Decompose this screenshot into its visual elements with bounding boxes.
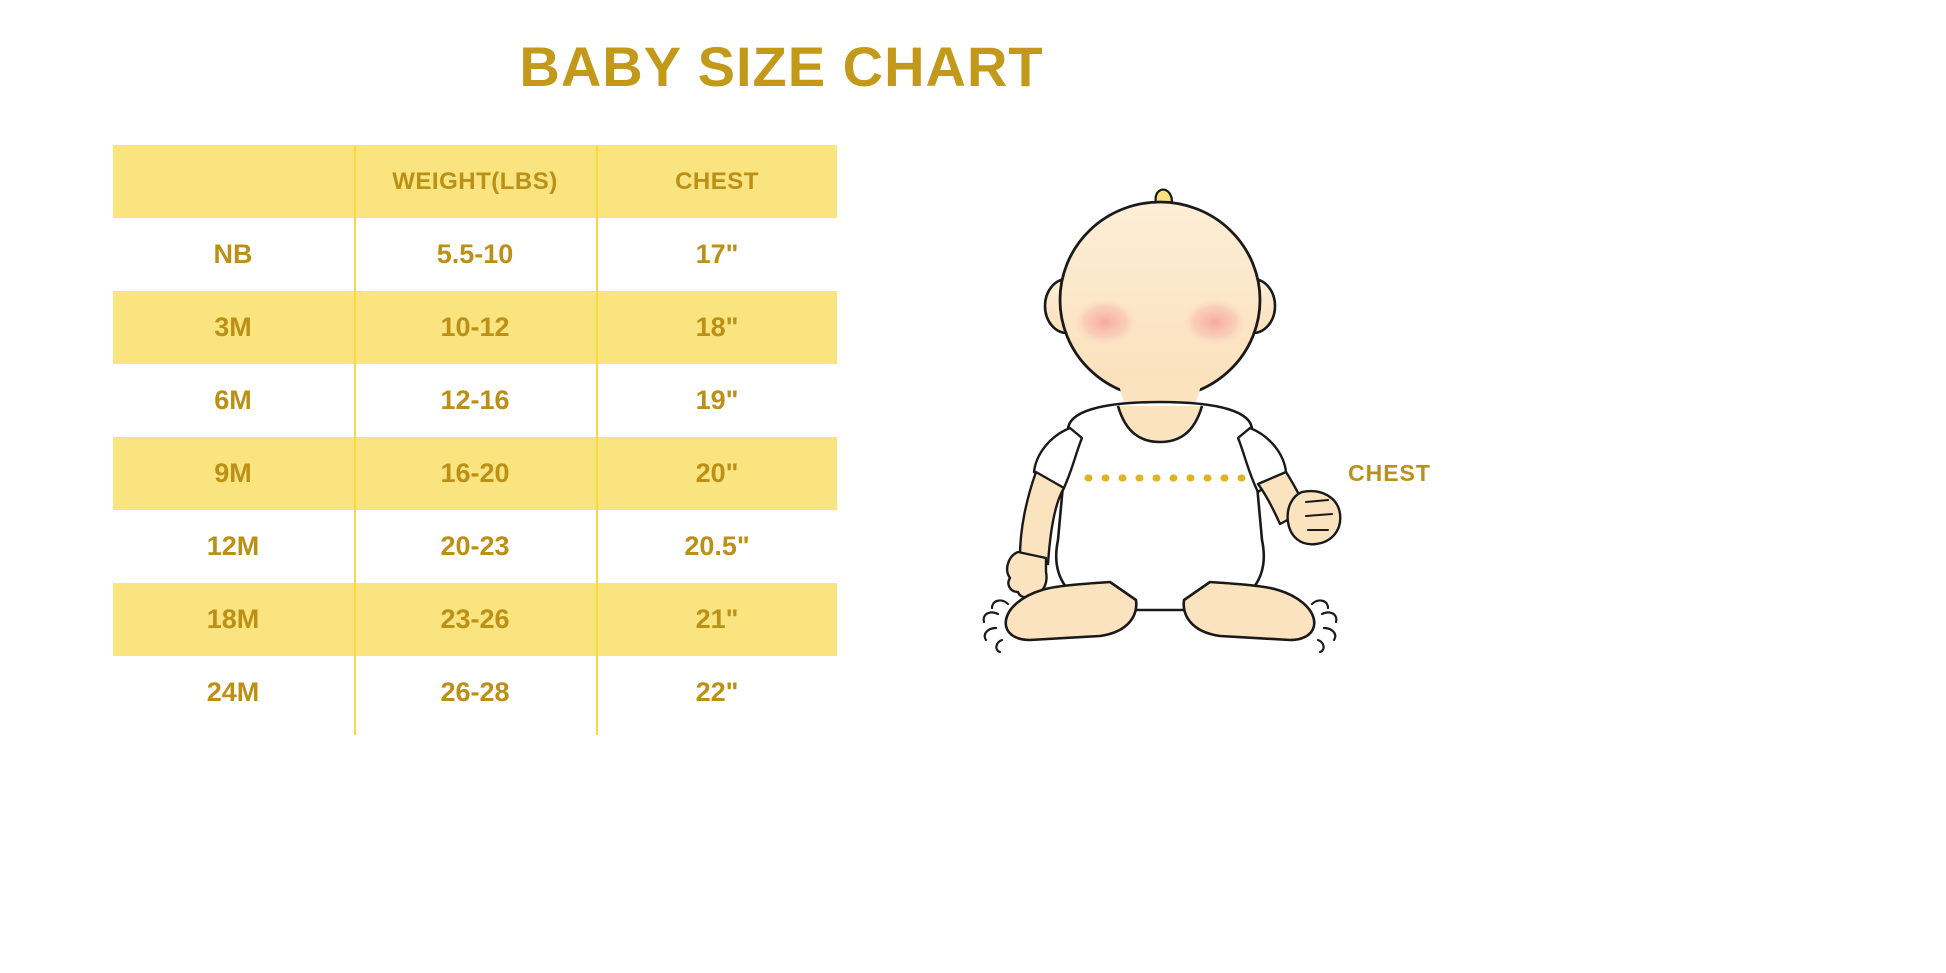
column-header-weight: WEIGHT(LBS): [353, 145, 597, 218]
right-foot-toes: [1310, 599, 1338, 654]
cell-size: 24M: [113, 656, 353, 729]
size-table: WEIGHT(LBS) CHEST NB 5.5-10 17" 3M 10-12…: [113, 145, 837, 729]
table-row: 6M 12-16 19": [113, 364, 837, 437]
right-cheek-blush: [1182, 298, 1248, 346]
table-row: 24M 26-28 22": [113, 656, 837, 729]
right-hand: [1286, 489, 1342, 546]
column-divider-2: [596, 145, 598, 735]
cell-weight: 12-16: [353, 364, 597, 437]
cell-weight: 16-20: [353, 437, 597, 510]
right-hand-fingers: [1305, 499, 1333, 531]
table-row: 9M 16-20 20": [113, 437, 837, 510]
cell-chest: 17": [597, 218, 837, 291]
cell-chest: 19": [597, 364, 837, 437]
cell-weight: 23-26: [353, 583, 597, 656]
cell-size: 9M: [113, 437, 353, 510]
table-row: 12M 20-23 20.5": [113, 510, 837, 583]
left-leg: [1004, 580, 1138, 642]
column-divider-1: [354, 145, 356, 735]
head: [1058, 200, 1262, 400]
chest-measure-label: CHEST: [1348, 460, 1431, 486]
left-cheek-blush: [1072, 298, 1138, 346]
cell-size: 3M: [113, 291, 353, 364]
cell-weight: 10-12: [353, 291, 597, 364]
baby-illustration: [950, 180, 1470, 680]
size-table-wrapper: WEIGHT(LBS) CHEST NB 5.5-10 17" 3M 10-12…: [113, 145, 837, 729]
cell-chest: 22": [597, 656, 837, 729]
left-hand: [1006, 550, 1048, 599]
cell-chest: 20": [597, 437, 837, 510]
table-row: NB 5.5-10 17": [113, 218, 837, 291]
right-leg: [1182, 580, 1316, 642]
table-header-row: WEIGHT(LBS) CHEST: [113, 145, 837, 218]
cell-chest: 18": [597, 291, 837, 364]
cell-size: 12M: [113, 510, 353, 583]
column-header-size: [113, 145, 353, 218]
cell-weight: 20-23: [353, 510, 597, 583]
column-header-chest: CHEST: [597, 145, 837, 218]
cell-size: 6M: [113, 364, 353, 437]
cell-chest: 20.5": [597, 510, 837, 583]
page-title: BABY SIZE CHART: [519, 35, 1044, 98]
cell-weight: 26-28: [353, 656, 597, 729]
collar: [1116, 405, 1204, 444]
table-row: 3M 10-12 18": [113, 291, 837, 364]
cell-chest: 21": [597, 583, 837, 656]
cell-weight: 5.5-10: [353, 218, 597, 291]
cell-size: 18M: [113, 583, 353, 656]
table-body: NB 5.5-10 17" 3M 10-12 18" 6M 12-16 19" …: [113, 218, 837, 729]
seated-baby-icon: [982, 188, 1342, 654]
left-foot-toes: [982, 599, 1010, 654]
table-row: 18M 23-26 21": [113, 583, 837, 656]
cell-size: NB: [113, 218, 353, 291]
